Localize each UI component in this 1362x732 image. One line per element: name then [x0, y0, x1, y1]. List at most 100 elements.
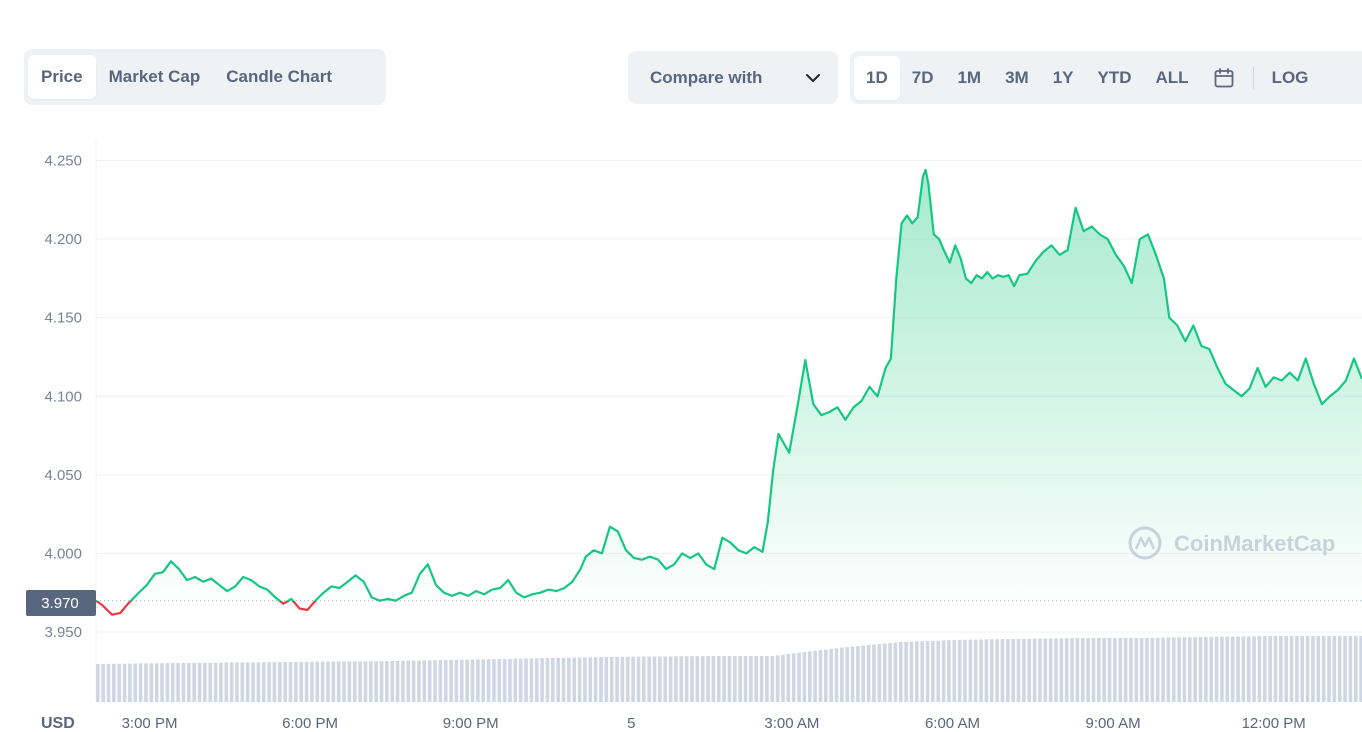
volume-bar — [577, 657, 582, 702]
volume-bar — [695, 656, 700, 702]
reference-price-label: 3.970 — [41, 595, 79, 612]
volume-bar — [856, 646, 860, 702]
volume-bar — [1155, 637, 1160, 702]
volume-bar — [320, 661, 325, 702]
volume-bar — [310, 661, 314, 702]
volume-bar — [240, 662, 245, 702]
volume-bar — [144, 663, 148, 702]
reference-price-badge-bg — [26, 590, 96, 616]
volume-bar — [235, 662, 239, 702]
compare-with-dropdown[interactable]: Compare with — [628, 51, 838, 104]
range-divider — [1252, 66, 1254, 89]
volume-bar — [1016, 638, 1021, 702]
volume-bar — [1300, 636, 1305, 702]
volume-bar — [1246, 636, 1251, 702]
volume-bar — [427, 660, 432, 702]
calendar-button[interactable] — [1201, 56, 1247, 100]
volume-bar — [508, 658, 512, 702]
range-1d[interactable]: 1D — [854, 55, 900, 100]
volume-bar — [1102, 638, 1106, 702]
volume-bar — [438, 660, 443, 702]
volume-bar — [786, 654, 791, 702]
volume-bar — [1032, 638, 1037, 702]
volume-bar — [1177, 637, 1181, 702]
volume-bar — [1204, 636, 1208, 702]
volume-bar — [625, 656, 630, 702]
volume-bar — [1097, 638, 1101, 702]
volume-bar — [1241, 636, 1246, 702]
volume-bar — [1321, 636, 1326, 702]
volume-bar — [1268, 636, 1272, 702]
volume-bar — [973, 639, 978, 702]
calendar-icon — [1214, 67, 1233, 87]
volume-bar — [1000, 639, 1005, 702]
volume-bar — [802, 652, 807, 702]
volume-bar — [1011, 638, 1015, 702]
volume-bar — [749, 656, 753, 702]
volume-bar — [379, 661, 384, 702]
volume-bar — [545, 658, 550, 702]
volume-bar — [229, 662, 234, 702]
volume-bar — [642, 656, 646, 702]
volume-bar — [1236, 636, 1240, 702]
volume-bar — [374, 661, 378, 702]
volume-bar — [1150, 637, 1155, 702]
volume-bars — [96, 636, 1362, 702]
volume-bar — [294, 661, 298, 702]
range-1m[interactable]: 1M — [957, 67, 982, 87]
volume-bar — [283, 662, 287, 702]
volume-bar — [1316, 636, 1321, 702]
range-7d[interactable]: 7D — [911, 67, 934, 87]
volume-bar — [208, 662, 213, 702]
volume-bar — [299, 661, 304, 702]
volume-bar — [1311, 636, 1315, 702]
volume-bar — [1059, 638, 1064, 702]
volume-bar — [176, 663, 180, 702]
watermark: CoinMarketCap — [1128, 526, 1335, 560]
volume-bar — [165, 663, 170, 702]
volume-bar — [476, 659, 480, 702]
volume-bar — [304, 661, 309, 702]
tab-candle-chart[interactable]: Candle Chart — [226, 67, 333, 86]
range-1y[interactable]: 1Y — [1052, 67, 1074, 87]
volume-bar — [652, 656, 657, 702]
time-range-switcher: 1D 7D 1M 3M 1Y YTD ALL LOG — [850, 51, 1362, 104]
volume-bar — [807, 651, 812, 702]
volume-bar — [390, 661, 395, 702]
range-ytd[interactable]: YTD — [1097, 67, 1132, 87]
volume-bar — [524, 658, 528, 702]
volume-bar — [342, 661, 346, 702]
volume-bar — [1332, 636, 1337, 702]
volume-bar — [620, 656, 625, 702]
volume-bar — [722, 656, 726, 702]
volume-bar — [1193, 637, 1197, 702]
volume-bar — [1279, 636, 1283, 702]
range-all[interactable]: ALL — [1155, 67, 1189, 87]
y-tick-label: 4.000 — [44, 545, 82, 562]
volume-bar — [170, 663, 175, 702]
currency-label: USD — [41, 715, 75, 732]
volume-bar — [1289, 636, 1294, 702]
range-3m[interactable]: 3M — [1005, 67, 1029, 87]
volume-bar — [877, 644, 882, 702]
tab-price[interactable]: Price — [28, 55, 96, 99]
volume-bar — [149, 663, 154, 702]
volume-bar — [915, 641, 919, 702]
volume-bar — [406, 660, 411, 702]
volume-bar — [213, 662, 218, 702]
volume-bar — [904, 641, 908, 702]
volume-bar — [818, 650, 823, 702]
tab-market-cap[interactable]: Market Cap — [108, 67, 201, 86]
log-scale-toggle[interactable]: LOG — [1271, 67, 1309, 87]
volume-bar — [224, 662, 229, 702]
volume-bar — [797, 652, 801, 702]
volume-bar — [1171, 637, 1176, 702]
volume-bar — [470, 659, 475, 702]
y-tick-label: 4.200 — [44, 231, 82, 248]
volume-bar — [567, 657, 571, 702]
x-tick-label: 3:00 PM — [122, 715, 178, 732]
volume-bar — [706, 656, 710, 702]
volume-bar — [449, 659, 453, 702]
volume-bar — [1252, 636, 1256, 702]
volume-bar — [866, 645, 871, 702]
